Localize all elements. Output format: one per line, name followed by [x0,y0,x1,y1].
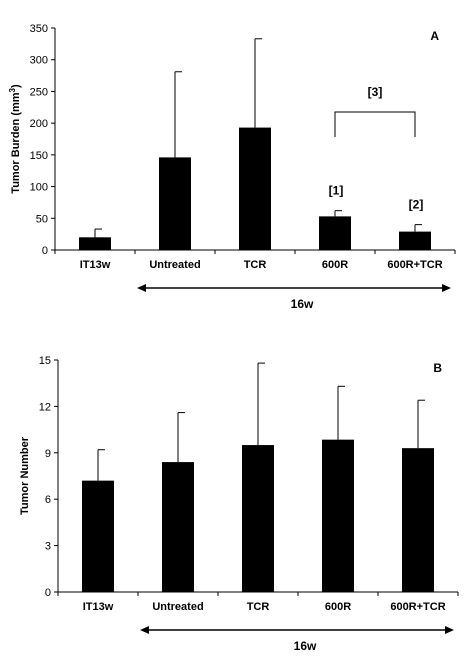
panel-label: B [433,361,442,375]
bar [82,480,114,592]
y-tick-label: 15 [39,355,51,367]
bar [162,462,194,592]
y-tick-label: 100 [30,182,48,194]
bar [242,445,274,592]
significance-bracket [334,111,416,137]
bracket-label: [3] [368,85,383,99]
bar [79,237,111,250]
y-tick-label: 300 [30,55,48,67]
bar [402,448,434,592]
y-tick-label: 250 [30,86,48,98]
bar [319,216,351,250]
span-arrow-head-left [140,626,149,634]
y-tick-label: 12 [39,401,51,413]
y-axis-title-tail: ) [10,84,22,88]
span-arrow-head-right [445,626,454,634]
bar [399,231,431,250]
y-axis-title: Tumor Burden (mm3) [8,84,22,194]
span-arrow-head-right [442,284,451,292]
y-tick-label: 0 [45,587,51,599]
panel-label: A [430,29,439,43]
bar [322,439,354,592]
x-tick-label: 600R [325,601,351,613]
span-arrow-label: 16w [294,639,317,653]
panel-b: 0 3 6 9 12 15 IT13w Untreated TCR 600R 600R+TCR B Tu… [19,355,459,653]
y-tick-label: 200 [30,118,48,130]
panel-a: 0 50 100 150 200 250 300 350 IT13w Untreated TCR 60… [8,23,456,311]
span-arrow-head-left [137,284,146,292]
y-tick-label: 6 [45,494,51,506]
x-tick-label: TCR [247,601,270,613]
x-tick-label: IT13w [83,601,114,613]
x-tick-label: 600R [322,259,348,271]
y-tick-label: 0 [42,245,48,257]
x-tick-label: 600R+TCR [387,259,442,271]
x-tick-label: TCR [244,259,267,271]
y-tick-label: 9 [45,448,51,460]
bar [159,157,191,250]
x-tick-label: 600R+TCR [390,601,445,613]
bar-annotation: [1] [329,184,344,198]
x-tick-label: Untreated [149,259,200,271]
y-tick-label: 150 [30,150,48,162]
y-axis-title: Tumor Number [19,436,31,515]
y-tick-label: 50 [36,213,48,225]
bar [239,127,271,250]
y-axis-title-main: Tumor Burden (mm [10,92,22,193]
y-tick-label: 350 [30,23,48,35]
bar-annotation: [2] [409,198,424,212]
x-tick-label: Untreated [152,601,203,613]
y-axis-title-superscript: 3 [8,87,17,92]
x-tick-label: IT13w [80,259,111,271]
y-tick-label: 3 [45,541,51,553]
span-arrow-label: 16w [291,297,314,311]
